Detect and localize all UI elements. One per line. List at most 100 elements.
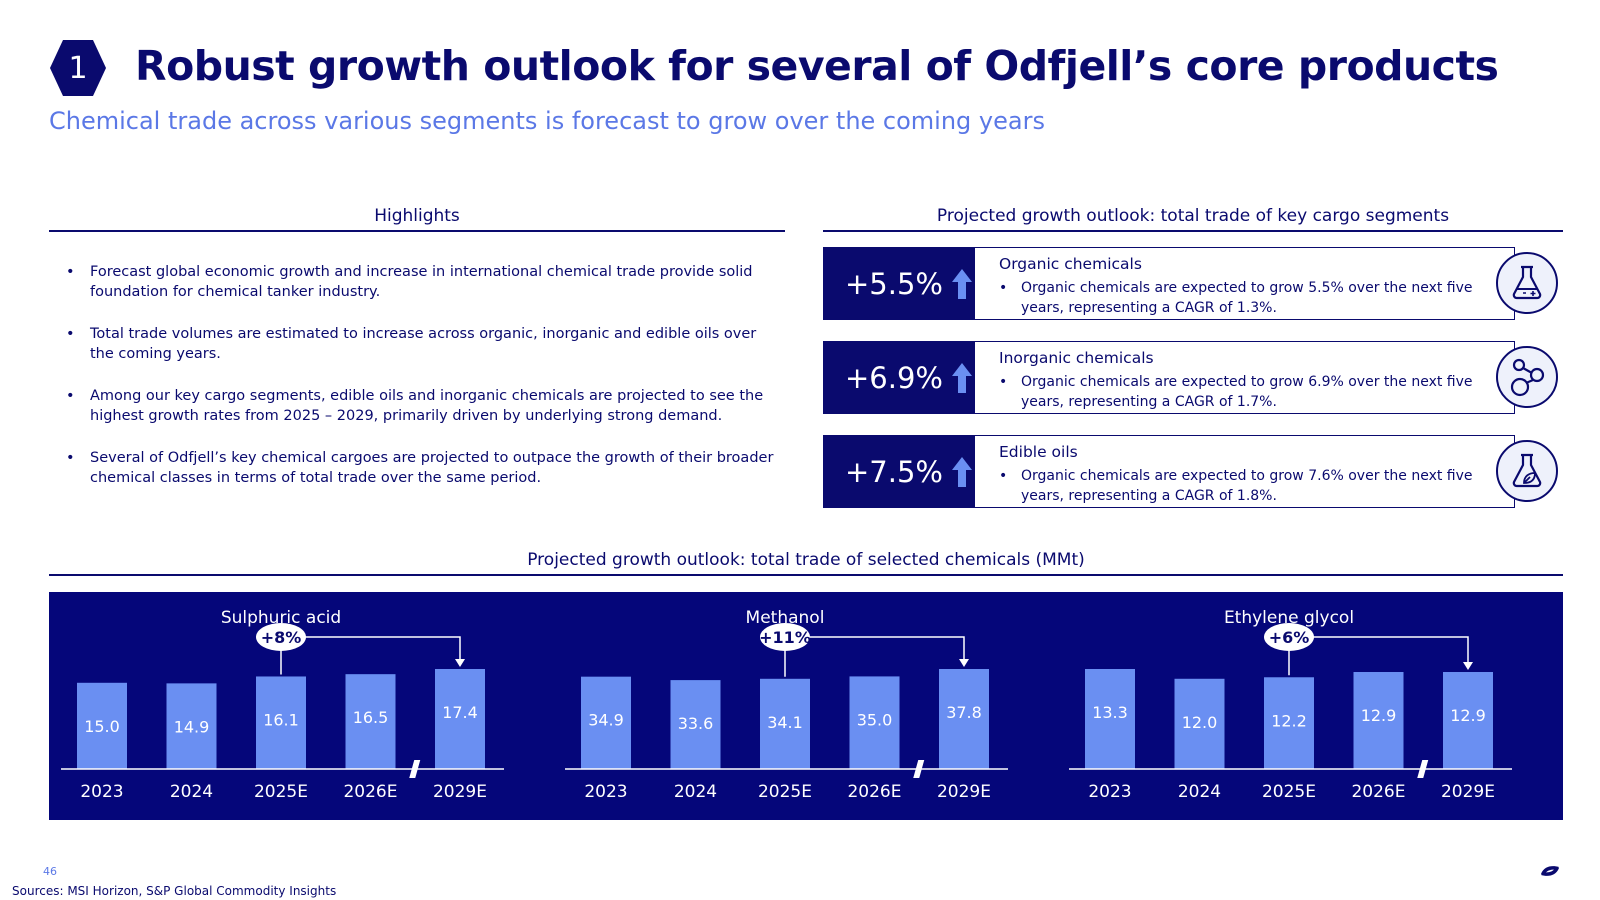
axis-break-marker xyxy=(409,760,421,778)
growth-label: +11% xyxy=(759,628,811,647)
section-number: 1 xyxy=(68,50,88,86)
growth-badge: +6.9% xyxy=(823,341,975,414)
segment-text: Organic chemicals are expected to grow 7… xyxy=(999,466,1491,506)
page-title: Robust growth outlook for several of Odf… xyxy=(135,42,1499,90)
segment-card-organic: +5.5% Organic chemicals Organic chemical… xyxy=(823,247,1563,320)
growth-label: +8% xyxy=(261,628,302,647)
highlight-item: Several of Odfjell’s key chemical cargoe… xyxy=(64,448,784,488)
bar-value-label: 12.2 xyxy=(1271,711,1307,730)
bar-value-label: 34.1 xyxy=(767,713,803,732)
bar-value-label: 12.0 xyxy=(1182,713,1218,732)
bar-value-label: 17.4 xyxy=(442,703,478,722)
bar-value-label: 33.6 xyxy=(678,714,714,733)
bar-value-label: 12.9 xyxy=(1450,706,1486,725)
segment-text: Organic chemicals are expected to grow 6… xyxy=(999,372,1491,412)
bar xyxy=(1174,678,1225,769)
chart-title: Ethylene glycol xyxy=(1224,608,1354,628)
chart-title: Sulphuric acid xyxy=(221,608,341,628)
category-label: 2029E xyxy=(433,782,487,802)
highlight-item: Total trade volumes are estimated to inc… xyxy=(64,324,784,364)
bar xyxy=(760,678,810,769)
bar xyxy=(1353,672,1404,769)
bar xyxy=(581,676,631,769)
growth-bracket-line xyxy=(1288,636,1469,676)
bar-value-label: 35.0 xyxy=(857,710,893,729)
bar-value-label: 34.9 xyxy=(588,711,624,730)
sources-note: Sources: MSI Horizon, S&P Global Commodi… xyxy=(12,884,337,898)
segment-text: Organic chemicals are expected to grow 5… xyxy=(999,278,1491,318)
category-label: 2026E xyxy=(343,782,397,802)
segment-title: Inorganic chemicals xyxy=(999,349,1154,367)
growth-bracket-arrowhead xyxy=(959,659,969,667)
growth-label: +6% xyxy=(1269,628,1310,647)
growth-bracket-line xyxy=(280,636,461,675)
growth-pill xyxy=(760,623,810,651)
page-number: 46 xyxy=(43,865,57,878)
bar xyxy=(1264,677,1314,769)
category-label: 2029E xyxy=(1441,782,1495,802)
bar xyxy=(1443,672,1493,769)
flask-icon xyxy=(1496,252,1558,314)
bar-value-label: 15.0 xyxy=(84,717,120,736)
segment-card-inorganic: +6.9% Inorganic chemicals Organic chemic… xyxy=(823,341,1563,414)
odfjell-logo-icon xyxy=(1541,866,1559,876)
highlight-item: Among our key cargo segments, edible oil… xyxy=(64,386,784,426)
segment-description-box: Organic chemicals Organic chemicals are … xyxy=(975,247,1515,320)
bar-charts: Sulphuric acid 15.0 2023 14.9 2024 16.1 2025E 1… xyxy=(61,608,1512,802)
category-label: 2025E xyxy=(758,782,812,802)
bar-value-label: 13.3 xyxy=(1092,703,1128,722)
bar xyxy=(77,682,127,769)
highlight-item: Forecast global economic growth and incr… xyxy=(64,262,784,302)
category-label: 2026E xyxy=(847,782,901,802)
growth-value: +5.5% xyxy=(845,266,943,301)
up-arrow-icon xyxy=(951,362,972,393)
highlights-heading: Highlights xyxy=(49,206,785,232)
up-arrow-icon xyxy=(951,268,972,299)
bar xyxy=(345,674,396,769)
molecule-icon xyxy=(1496,346,1558,408)
bar xyxy=(166,683,217,769)
growth-badge: +7.5% xyxy=(823,435,975,508)
section-number-hexagon xyxy=(50,40,106,96)
bar xyxy=(670,680,721,769)
chart-title: Methanol xyxy=(746,608,825,628)
bar xyxy=(939,669,989,769)
page-subtitle: Chemical trade across various segments i… xyxy=(49,107,1045,135)
axis-break-marker xyxy=(913,760,925,778)
category-label: 2029E xyxy=(937,782,991,802)
segment-description-box: Edible oils Organic chemicals are expect… xyxy=(975,435,1515,508)
bar xyxy=(435,669,485,769)
segment-card-edible-oils: +7.5% Edible oils Organic chemicals are … xyxy=(823,435,1563,508)
segment-title: Organic chemicals xyxy=(999,255,1142,273)
cargo-segments-heading: Projected growth outlook: total trade of… xyxy=(823,206,1563,232)
category-label: 2023 xyxy=(80,782,123,802)
bar xyxy=(256,676,306,769)
bar xyxy=(1085,669,1135,769)
growth-bracket-arrowhead xyxy=(455,659,465,667)
segment-description-box: Inorganic chemicals Organic chemicals ar… xyxy=(975,341,1515,414)
growth-value: +6.9% xyxy=(845,360,943,395)
growth-value: +7.5% xyxy=(845,454,943,489)
category-label: 2024 xyxy=(674,782,717,802)
leaf-beaker-icon xyxy=(1496,440,1558,502)
highlights-list: Forecast global economic growth and incr… xyxy=(64,262,784,510)
growth-badge: +5.5% xyxy=(823,247,975,320)
growth-bracket-arrowhead xyxy=(1463,662,1473,671)
category-label: 2023 xyxy=(584,782,627,802)
bar-value-label: 16.5 xyxy=(353,708,389,727)
bar-value-label: 37.8 xyxy=(946,703,982,722)
chart-panel: Sulphuric acid 15.0 2023 14.9 2024 16.1 2025E 1… xyxy=(49,592,1563,820)
bar-value-label: 12.9 xyxy=(1361,706,1397,725)
growth-pill xyxy=(256,623,306,651)
bar-value-label: 14.9 xyxy=(174,717,210,736)
category-label: 2024 xyxy=(170,782,213,802)
bar-value-label: 16.1 xyxy=(263,710,299,729)
segment-title: Edible oils xyxy=(999,443,1078,461)
category-label: 2023 xyxy=(1088,782,1131,802)
category-label: 2025E xyxy=(1262,782,1316,802)
growth-bracket-line xyxy=(784,636,965,677)
category-label: 2025E xyxy=(254,782,308,802)
up-arrow-icon xyxy=(951,456,972,487)
axis-break-marker xyxy=(1417,760,1429,778)
category-label: 2024 xyxy=(1178,782,1221,802)
